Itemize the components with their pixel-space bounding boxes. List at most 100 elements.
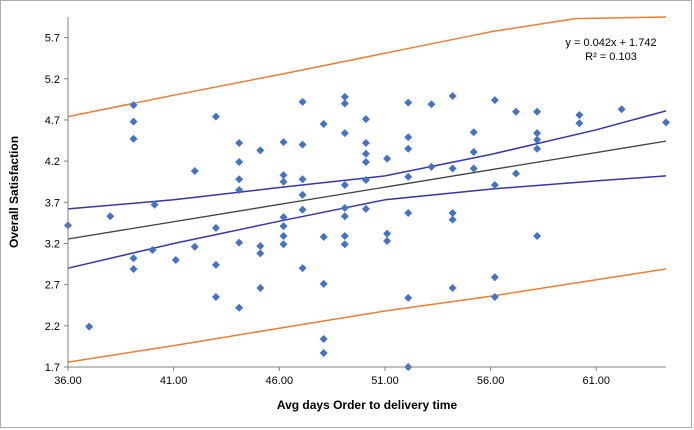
scatter-point	[533, 107, 542, 116]
y-tick-label: 4.7	[45, 115, 60, 127]
scatter-point	[340, 129, 349, 138]
scatter-point	[448, 92, 457, 101]
scatter-point	[361, 139, 370, 147]
scatter-point	[148, 246, 157, 255]
scatter-point	[106, 212, 115, 221]
y-tick-label: 1.7	[45, 362, 60, 374]
scatter-point	[319, 232, 328, 241]
scatter-point	[511, 107, 520, 116]
scatter-point	[235, 157, 244, 166]
scatter-point	[340, 240, 349, 249]
scatter-point	[404, 172, 413, 181]
scatter-point	[319, 279, 328, 288]
scatter-point	[235, 238, 244, 247]
scatter-point	[235, 139, 244, 147]
interval-bands-layer	[67, 16, 667, 363]
scatter-point	[662, 118, 670, 127]
linear-trendline	[67, 140, 667, 240]
scatter-point	[427, 162, 436, 171]
scatter-point	[511, 169, 520, 178]
prediction-band-lower	[67, 268, 667, 363]
x-tick-label: 61.00	[583, 375, 611, 387]
scatter-point	[211, 293, 220, 301]
scatter-point	[150, 200, 159, 209]
confidence-band-upper	[67, 110, 667, 210]
scatter-point	[319, 335, 328, 343]
tick-labels-layer: 1.7 2.2 2.7 3.2 3.7 4.2 4.7 5.2 5.7 36.00 41.00 46.…	[45, 33, 610, 387]
scatter-point	[490, 96, 499, 105]
scatter-point	[340, 92, 349, 101]
scatter-point	[279, 240, 288, 249]
scatter-point	[256, 249, 265, 258]
scatter-point	[404, 293, 413, 302]
scatter-point	[617, 105, 626, 114]
y-tick-label: 2.7	[45, 280, 60, 292]
scatter-point	[171, 255, 180, 264]
scatter-point	[298, 175, 307, 184]
scatter-point	[404, 133, 413, 142]
scatter-point	[129, 254, 138, 263]
scatter-point	[383, 237, 392, 245]
scatter-point	[256, 146, 265, 155]
scatter-point	[129, 117, 138, 126]
y-tick-label: 5.2	[45, 74, 60, 86]
scatter-point	[469, 128, 478, 137]
trendline-r-squared: R² = 0.103	[585, 51, 637, 63]
scatter-point	[490, 273, 499, 282]
scatter-point	[85, 322, 94, 331]
x-tick-label: 41.00	[160, 375, 188, 387]
scatter-point	[469, 148, 478, 157]
scatter-point	[575, 111, 584, 119]
scatter-point	[361, 176, 370, 185]
scatter-point	[533, 232, 542, 241]
scatter-point	[361, 157, 370, 166]
scatter-point	[319, 120, 328, 129]
scatter-point	[404, 209, 413, 217]
prediction-band-upper	[67, 16, 667, 118]
scatter-point	[361, 115, 370, 124]
scatter-point	[448, 215, 457, 224]
scatter-point	[129, 101, 138, 110]
y-tick-label: 3.7	[45, 197, 60, 209]
scatter-point	[279, 138, 288, 147]
scatter-point	[448, 164, 457, 173]
scatter-point	[190, 242, 199, 251]
axes-layer	[64, 17, 666, 371]
y-tick-label: 2.2	[45, 321, 60, 333]
scatter-point	[279, 177, 288, 186]
scatter-point	[211, 223, 220, 232]
y-axis-title: Overall Satisfaction	[7, 136, 21, 248]
scatter-point	[211, 112, 220, 121]
scatter-point	[361, 204, 370, 213]
scatter-point	[279, 222, 288, 231]
scatter-point	[448, 283, 457, 292]
scatter-point	[256, 283, 265, 292]
scatter-point	[383, 154, 392, 163]
y-tick-label: 4.2	[45, 156, 60, 168]
y-tick-label: 3.2	[45, 238, 60, 250]
scatter-point	[427, 100, 436, 109]
scatter-point	[490, 181, 499, 189]
scatter-points-layer	[64, 92, 670, 371]
scatter-point	[448, 209, 457, 217]
scatter-point	[383, 229, 392, 238]
scatter-point	[340, 232, 349, 241]
scatter-point	[361, 149, 370, 158]
x-tick-label: 56.00	[477, 375, 505, 387]
x-tick-label: 46.00	[266, 375, 294, 387]
scatter-point	[533, 144, 542, 153]
trendline-layer	[67, 140, 667, 240]
scatter-point	[340, 181, 349, 189]
scatter-point	[129, 134, 138, 143]
scatter-point	[298, 264, 307, 273]
scatter-point	[404, 144, 413, 153]
scatter-point	[298, 205, 307, 214]
scatter-point	[340, 204, 349, 213]
scatter-point	[235, 303, 244, 312]
confidence-band-lower	[67, 175, 667, 269]
scatter-point	[340, 212, 349, 221]
scatter-point	[256, 241, 265, 250]
scatter-point	[211, 260, 220, 269]
